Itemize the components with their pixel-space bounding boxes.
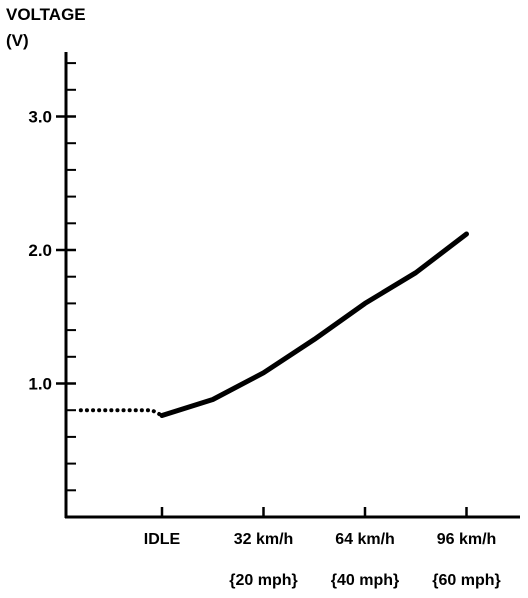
y-tick-label: 1.0 [28,375,52,394]
y-tick-label: 3.0 [28,108,52,127]
axes: 1.0 2.0 3.0 IDLE 32 km/h {20 mph} 64 km/h {40 m… [28,52,520,589]
y-axis-title-line2: (V) [6,31,29,50]
x-tick-sublabel: {20 mph} [229,572,297,589]
y-axis-title-line1: VOLTAGE [6,5,86,24]
x-tick-sublabel: {40 mph} [331,572,399,589]
x-tick-label: 96 km/h [437,531,497,548]
x-tick-label: 32 km/h [234,531,294,548]
series-marks [78,231,469,418]
x-tick-label: 64 km/h [335,531,395,548]
x-tick-label: IDLE [144,531,181,548]
dotted-series-line [78,408,164,418]
x-tick-sublabel: {60 mph} [432,572,500,589]
y-tick-label: 2.0 [28,241,52,260]
solid-series-line [159,231,469,418]
